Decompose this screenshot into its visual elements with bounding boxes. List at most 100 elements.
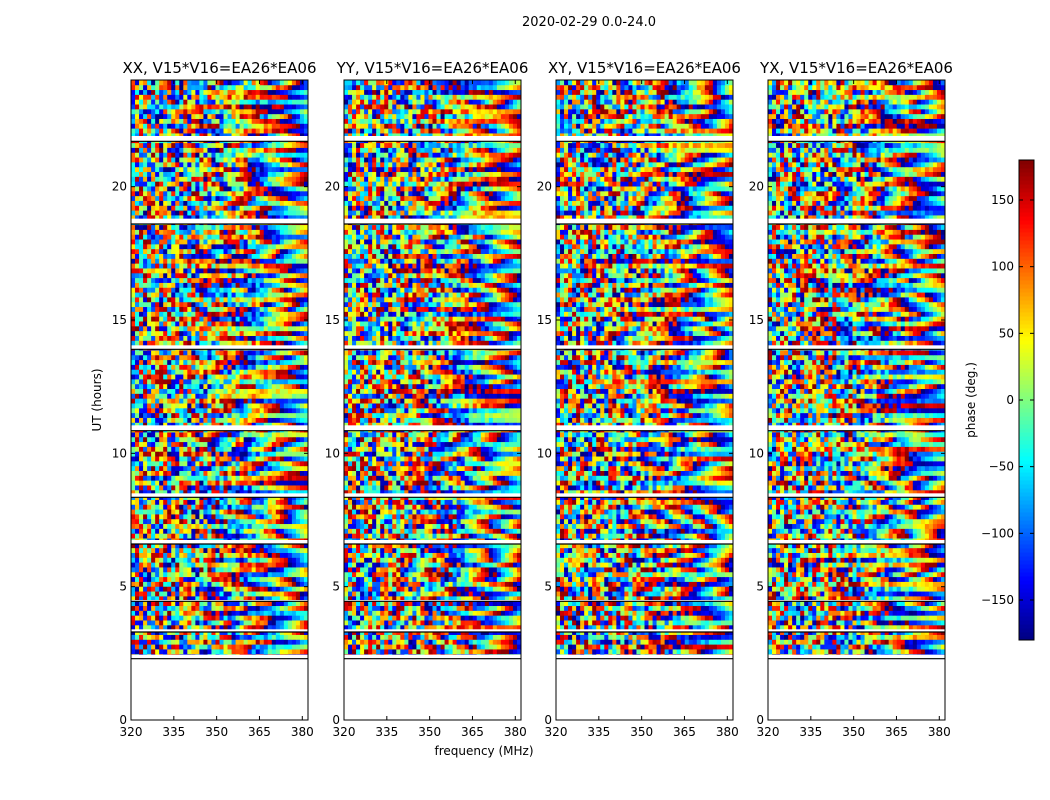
- panel-frame: [555, 79, 734, 721]
- x-tick-label: 335: [162, 725, 185, 739]
- x-tick-label: 335: [799, 725, 822, 739]
- colorbar-segment: [1019, 220, 1034, 225]
- colorbar-segment: [1019, 200, 1034, 205]
- colorbar-segment: [1019, 400, 1034, 405]
- phase-heatmap: [344, 80, 521, 660]
- colorbar-segment: [1019, 308, 1034, 313]
- colorbar-segment: [1019, 368, 1034, 373]
- colorbar-segment: [1019, 588, 1034, 593]
- colorbar-segment: [1019, 216, 1034, 221]
- y-tick-label: 15: [325, 313, 340, 327]
- colorbar-segment: [1019, 360, 1034, 365]
- colorbar-segment: [1019, 544, 1034, 549]
- y-tick-label: 10: [112, 446, 127, 460]
- x-tick-label: 320: [545, 725, 568, 739]
- colorbar-segment: [1019, 264, 1034, 269]
- colorbar-segment: [1019, 304, 1034, 309]
- colorbar-segment: [1019, 412, 1034, 417]
- colorbar-segment: [1019, 184, 1034, 189]
- colorbar-tick-label: 100: [991, 260, 1014, 274]
- colorbar-segment: [1019, 416, 1034, 421]
- x-tick-label: 365: [673, 725, 696, 739]
- colorbar-segment: [1019, 236, 1034, 241]
- colorbar-segment: [1019, 528, 1034, 533]
- x-tick-label: 365: [461, 725, 484, 739]
- colorbar-segment: [1019, 444, 1034, 449]
- y-tick-label: 20: [749, 180, 764, 194]
- colorbar-segment: [1019, 556, 1034, 561]
- colorbar-segment: [1019, 624, 1034, 629]
- colorbar-segment: [1019, 276, 1034, 281]
- colorbar-segment: [1019, 604, 1034, 609]
- panel-title: XY, V15*V16=EA26*EA06: [548, 59, 741, 77]
- colorbar-segment: [1019, 520, 1034, 525]
- colorbar-label: phase (deg.): [964, 362, 978, 438]
- figure-suptitle: 2020-02-29 0.0-24.0: [522, 15, 656, 30]
- x-tick-label: 380: [716, 725, 739, 739]
- panel-title: YY, V15*V16=EA26*EA06: [336, 59, 529, 77]
- colorbar-segment: [1019, 420, 1034, 425]
- colorbar-segment: [1019, 340, 1034, 345]
- colorbar-segment: [1019, 352, 1034, 357]
- colorbar-segment: [1019, 452, 1034, 457]
- colorbar-segment: [1019, 312, 1034, 317]
- phase-heatmap: [131, 80, 308, 660]
- colorbar-segment: [1019, 268, 1034, 273]
- colorbar-segment: [1019, 436, 1034, 441]
- panel-frame: [343, 79, 522, 721]
- colorbar-segment: [1019, 384, 1034, 389]
- panel-4: YX, V15*V16=EA26*EA06 320 335 350 365 380 0 5 10…: [749, 59, 953, 739]
- colorbar-segment: [1019, 552, 1034, 557]
- colorbar-segment: [1019, 228, 1034, 233]
- colorbar-segment: [1019, 504, 1034, 509]
- colorbar-segment: [1019, 396, 1034, 401]
- colorbar-segment: [1019, 548, 1034, 553]
- colorbar-segment: [1019, 488, 1034, 493]
- x-tick-label: 335: [375, 725, 398, 739]
- colorbar-segment: [1019, 612, 1034, 617]
- colorbar-segment: [1019, 240, 1034, 245]
- colorbar-segment: [1019, 460, 1034, 465]
- colorbar-segment: [1019, 496, 1034, 501]
- panel-1: XX, V15*V16=EA26*EA06 320 335 350 365 380 0 5 10…: [112, 59, 317, 739]
- colorbar-segment: [1019, 388, 1034, 393]
- colorbar-segment: [1019, 608, 1034, 613]
- x-tick-label: 335: [587, 725, 610, 739]
- y-tick-label: 20: [112, 180, 127, 194]
- colorbar-segment: [1019, 280, 1034, 285]
- colorbar-segment: [1019, 300, 1034, 305]
- x-tick-label: 320: [757, 725, 780, 739]
- y-tick-label: 5: [332, 580, 340, 594]
- panel-title: YX, V15*V16=EA26*EA06: [759, 59, 953, 77]
- y-tick-label: 0: [332, 713, 340, 727]
- y-tick-label: 0: [119, 713, 127, 727]
- colorbar-segment: [1019, 168, 1034, 173]
- colorbar-segment: [1019, 432, 1034, 437]
- colorbar-segment: [1019, 456, 1034, 461]
- y-tick-label: 5: [756, 580, 764, 594]
- colorbar-tick-label: −50: [989, 460, 1014, 474]
- y-tick-label: 20: [537, 180, 552, 194]
- colorbar-segment: [1019, 596, 1034, 601]
- colorbar-segment: [1019, 448, 1034, 453]
- colorbar-segment: [1019, 620, 1034, 625]
- colorbar-segment: [1019, 320, 1034, 325]
- colorbar-segment: [1019, 176, 1034, 181]
- x-tick-label: 365: [248, 725, 271, 739]
- colorbar-segment: [1019, 592, 1034, 597]
- colorbar-segment: [1019, 564, 1034, 569]
- y-tick-label: 15: [537, 313, 552, 327]
- colorbar-segment: [1019, 180, 1034, 185]
- colorbar-segment: [1019, 540, 1034, 545]
- colorbar-segment: [1019, 464, 1034, 469]
- colorbar-segment: [1019, 196, 1034, 201]
- colorbar-segment: [1019, 224, 1034, 229]
- colorbar-segment: [1019, 408, 1034, 413]
- colorbar-segment: [1019, 192, 1034, 197]
- phase-heatmap: [556, 80, 733, 660]
- y-tick-label: 15: [749, 313, 764, 327]
- x-tick-label: 350: [418, 725, 441, 739]
- colorbar-segment: [1019, 164, 1034, 169]
- colorbar-segment: [1019, 188, 1034, 193]
